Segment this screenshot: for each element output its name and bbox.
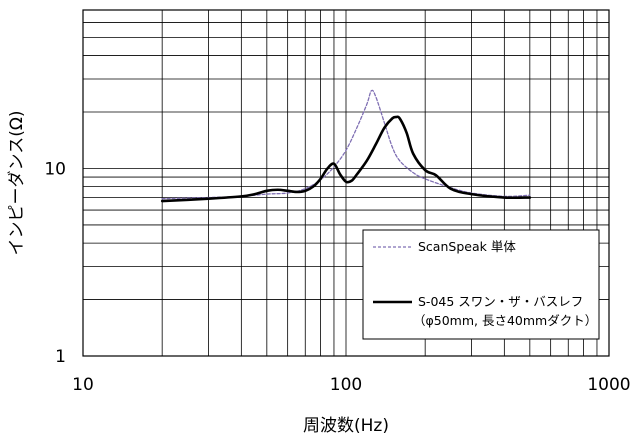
- x-tick-label: 100: [330, 375, 362, 395]
- plot-frame: [82, 9, 610, 357]
- series-line-s045: [160, 115, 532, 203]
- y-tick-label: 10: [44, 159, 66, 179]
- legend: ScanSpeak 単体 S-045 スワン・ザ・バスレフ （φ50mm, 長さ…: [362, 229, 600, 340]
- series-line-scanspeak: [161, 89, 531, 200]
- x-tick-label: 10: [72, 375, 94, 395]
- legend-box: [362, 229, 600, 340]
- legend-label-scanspeak: ScanSpeak 単体: [418, 239, 516, 254]
- tick-labels: 10 100 1000 1 10: [44, 159, 630, 395]
- legend-label-s045: S-045 スワン・ザ・バスレフ: [418, 294, 583, 309]
- y-tick-label: 1: [55, 347, 66, 367]
- x-tick-label: 1000: [587, 375, 630, 395]
- y-axis-title: インピーダンス(Ω): [7, 111, 27, 256]
- legend-label-s045-detail: （φ50mm, 長さ40mmダクト）: [413, 313, 597, 328]
- x-axis-title: 周波数(Hz): [303, 416, 389, 436]
- series-layer: [160, 89, 532, 203]
